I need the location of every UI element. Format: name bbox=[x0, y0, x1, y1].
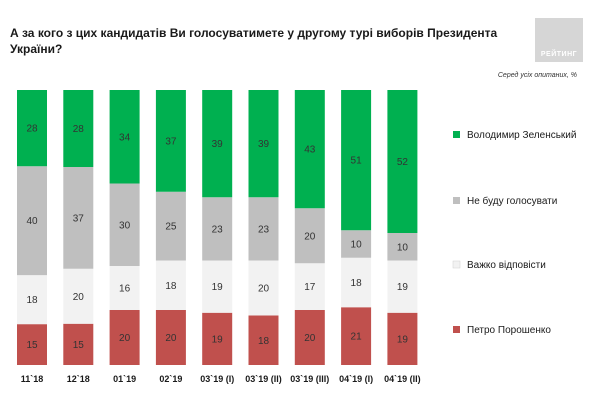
x-tick-label: 03`19 (III) bbox=[290, 374, 329, 384]
bar-segment-0-2 bbox=[109, 310, 140, 365]
x-tick-label: 03`19 (II) bbox=[245, 374, 282, 384]
data-label: 52 bbox=[397, 157, 409, 168]
bar-segment-3-5 bbox=[248, 90, 279, 198]
bar-segment-3-6 bbox=[294, 90, 325, 209]
data-label: 19 bbox=[212, 334, 224, 345]
x-tick-label: 12`18 bbox=[67, 374, 90, 384]
data-label: 51 bbox=[351, 156, 363, 167]
data-label: 28 bbox=[26, 124, 38, 135]
x-tick-label: 04`19 (II) bbox=[384, 374, 421, 384]
data-label: 17 bbox=[304, 282, 316, 293]
x-tick-label: 02`19 bbox=[159, 374, 182, 384]
data-label: 23 bbox=[212, 224, 224, 235]
bar-segment-0-0 bbox=[17, 324, 47, 365]
bar-segment-2-5 bbox=[248, 197, 279, 261]
data-label: 15 bbox=[73, 340, 85, 351]
bar-segment-1-3 bbox=[155, 260, 186, 310]
bar-segment-1-4 bbox=[202, 260, 233, 313]
data-label: 28 bbox=[73, 124, 85, 135]
data-label: 39 bbox=[212, 139, 224, 150]
data-label: 37 bbox=[165, 136, 177, 147]
data-label: 19 bbox=[212, 282, 224, 293]
data-label: 10 bbox=[351, 240, 363, 251]
bar-segment-2-0 bbox=[17, 166, 47, 276]
data-label: 23 bbox=[258, 224, 270, 235]
data-label: 39 bbox=[258, 139, 270, 150]
bar-segment-3-4 bbox=[202, 90, 233, 198]
bar-segment-2-4 bbox=[202, 197, 233, 261]
bar-segment-1-7 bbox=[341, 257, 372, 308]
bar-segment-3-1 bbox=[63, 90, 94, 167]
bar-segment-3-2 bbox=[109, 90, 140, 184]
bar-segment-0-1 bbox=[63, 323, 94, 365]
bar-segment-0-4 bbox=[202, 312, 233, 365]
data-label: 20 bbox=[304, 333, 316, 344]
data-label: 37 bbox=[73, 213, 85, 224]
bar-segment-3-0 bbox=[17, 90, 47, 167]
data-label: 18 bbox=[351, 278, 363, 289]
data-label: 34 bbox=[119, 132, 131, 143]
brand-logo: РЕЙТИНГ bbox=[535, 18, 583, 62]
data-label: 19 bbox=[397, 282, 409, 293]
data-label: 15 bbox=[26, 340, 38, 351]
bar-segment-2-8 bbox=[387, 233, 418, 261]
data-label: 25 bbox=[165, 222, 177, 233]
bar-segment-0-7 bbox=[341, 307, 372, 365]
data-label: 16 bbox=[119, 284, 131, 295]
bar-segment-0-5 bbox=[248, 315, 279, 365]
legend-label: Не буду голосувати bbox=[467, 195, 557, 207]
data-label: 40 bbox=[26, 216, 38, 227]
bar-segment-1-2 bbox=[109, 266, 140, 310]
data-label: 19 bbox=[397, 334, 409, 345]
bar-segment-3-3 bbox=[155, 90, 186, 192]
bar-segment-1-5 bbox=[248, 260, 279, 316]
x-tick-label: 04`19 (I) bbox=[339, 374, 373, 384]
bar-segment-1-0 bbox=[17, 275, 47, 325]
legend-label: Петро Порошенко bbox=[467, 325, 551, 336]
legend-label: Володимир Зеленський bbox=[467, 130, 576, 141]
bar-segment-2-1 bbox=[63, 167, 94, 269]
data-label: 30 bbox=[119, 220, 131, 231]
data-label: 18 bbox=[26, 295, 38, 306]
chart-title: А за кого з цих кандидатів Ви голосувати… bbox=[10, 26, 498, 56]
bar-segment-0-6 bbox=[294, 310, 325, 365]
legend-label: Важко відповісти bbox=[467, 260, 546, 271]
data-label: 10 bbox=[397, 242, 409, 253]
bar-segment-2-7 bbox=[341, 230, 372, 258]
bar-segment-2-3 bbox=[155, 191, 186, 261]
bar-segment-2-6 bbox=[294, 208, 325, 264]
legend-swatch-володимир-зеленський bbox=[453, 131, 460, 138]
data-label: 20 bbox=[258, 284, 270, 295]
data-label: 20 bbox=[304, 231, 316, 242]
data-label: 20 bbox=[165, 333, 177, 344]
x-tick-label: 03`19 (I) bbox=[200, 374, 234, 384]
bar-segment-1-6 bbox=[294, 263, 325, 310]
legend-swatch-петро-порошенко bbox=[453, 326, 460, 333]
legend-swatch-важко-відповісти bbox=[452, 260, 461, 269]
bar-segment-0-3 bbox=[155, 310, 186, 365]
chart-subtitle: Серед усіх опитаних, % bbox=[497, 72, 577, 79]
bar-segment-3-8 bbox=[387, 90, 418, 233]
data-label: 18 bbox=[165, 281, 177, 292]
bar-segment-1-8 bbox=[387, 260, 418, 313]
bar-segment-1-1 bbox=[63, 268, 94, 324]
x-tick-label: 01`19 bbox=[113, 374, 136, 384]
data-label: 20 bbox=[119, 333, 131, 344]
bar-segment-2-2 bbox=[109, 183, 140, 266]
data-label: 21 bbox=[351, 332, 363, 343]
data-label: 20 bbox=[73, 292, 85, 303]
bar-segment-3-7 bbox=[341, 90, 372, 231]
data-label: 18 bbox=[258, 336, 270, 347]
x-tick-label: 11`18 bbox=[21, 374, 44, 384]
legend-swatch-не-буду-голосувати bbox=[453, 197, 460, 204]
bar-segment-0-8 bbox=[387, 312, 418, 365]
data-label: 43 bbox=[304, 145, 316, 156]
